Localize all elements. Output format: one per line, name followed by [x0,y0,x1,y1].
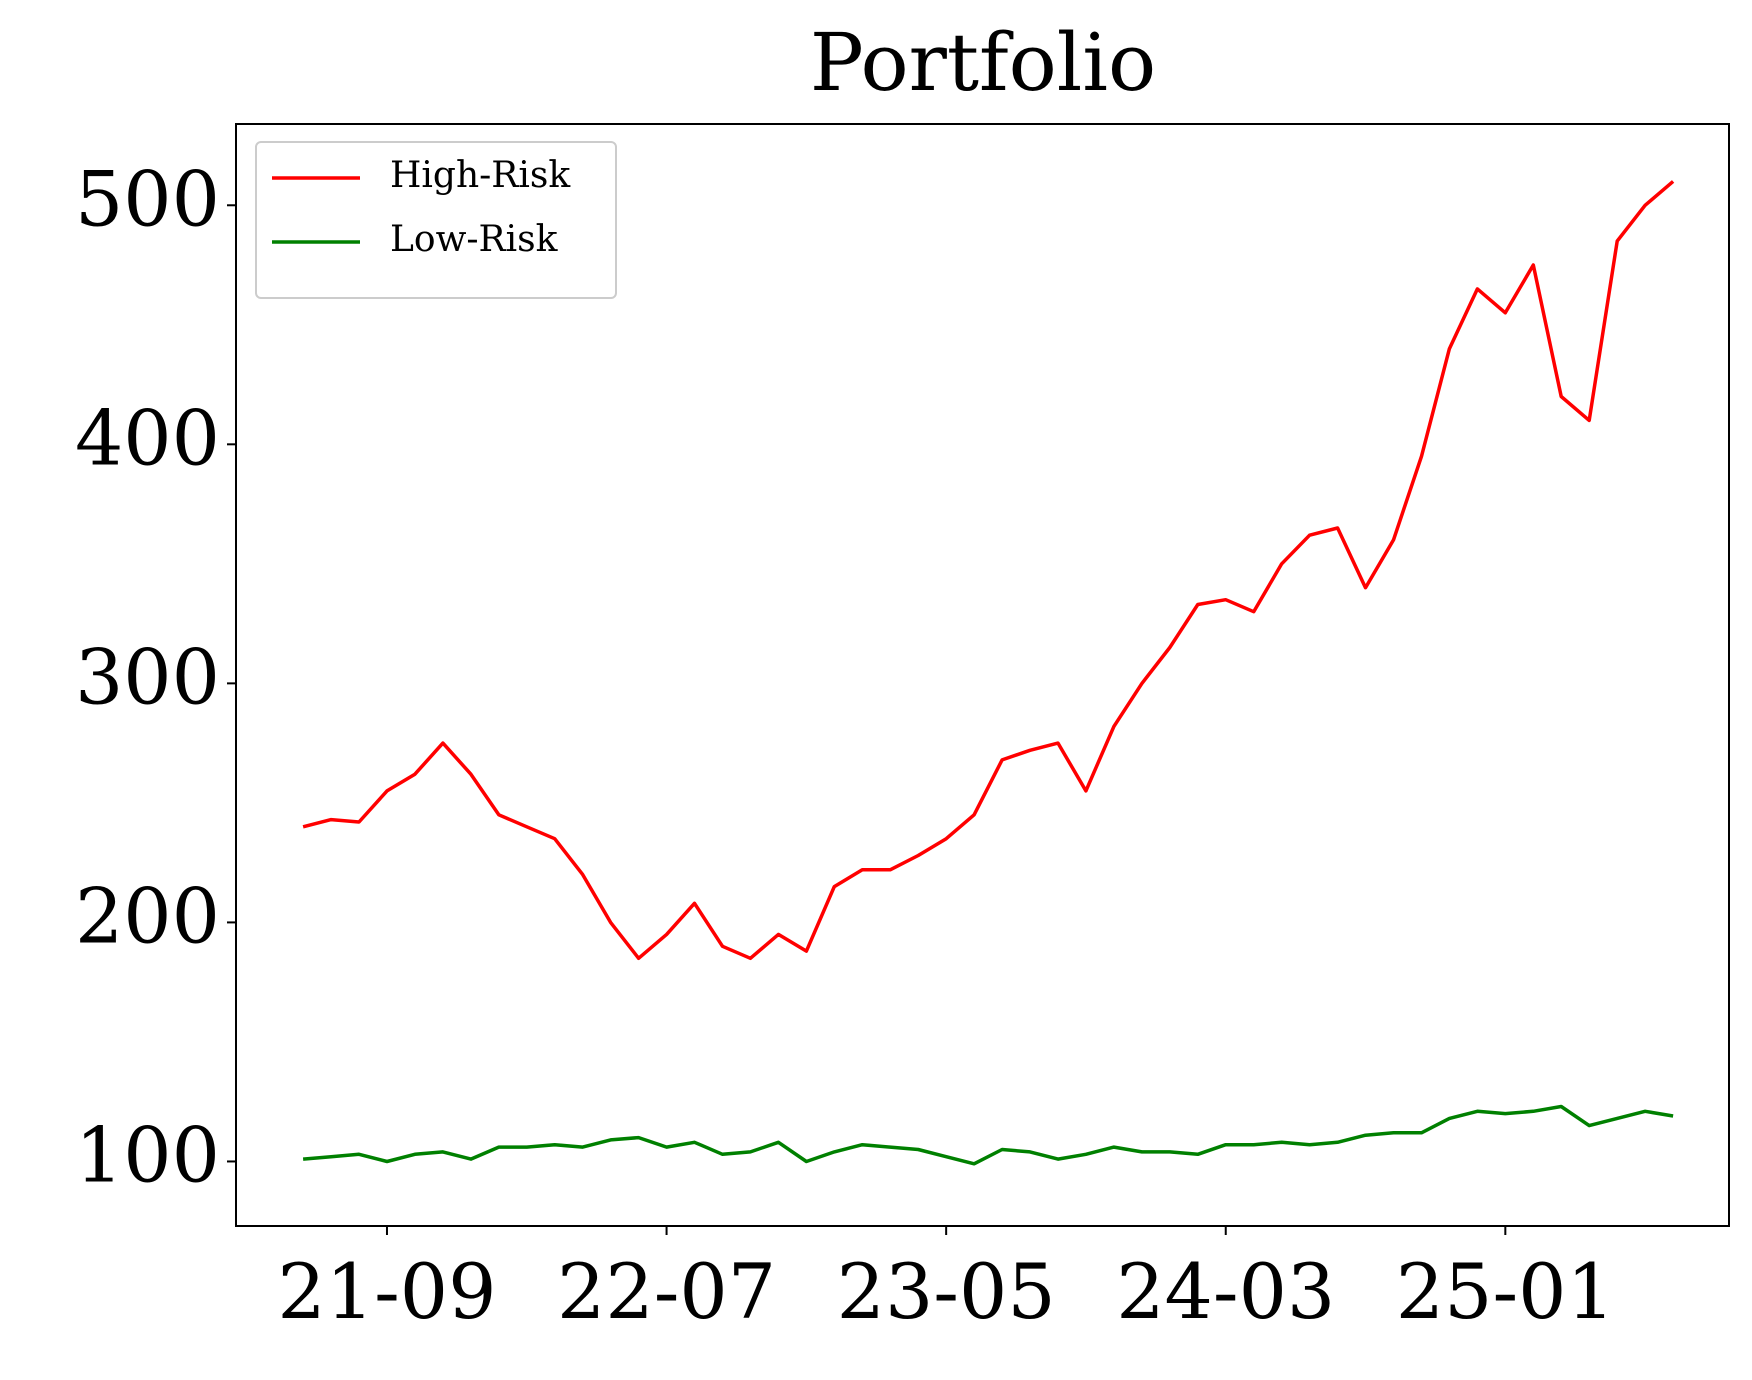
legend-label: Low-Risk [390,219,559,260]
x-tick-label: 21-09 [277,1247,496,1336]
plot-frame [235,123,1730,1227]
y-tick-label: 200 [75,871,220,960]
series-line [302,180,1675,961]
y-tick-label: 400 [75,393,220,482]
x-tick-label: 22-07 [557,1247,776,1336]
chart-title: Portfolio [810,16,1156,109]
legend-label: High-Risk [390,155,571,196]
x-tick-label: 23-05 [837,1247,1056,1336]
x-tick-label: 25-01 [1396,1247,1615,1336]
y-tick-label: 500 [75,154,220,243]
x-tick-label: 24-03 [1116,1247,1335,1336]
y-tick-label: 100 [75,1110,220,1199]
series-line [302,1104,1674,1166]
y-tick-label: 300 [75,632,220,721]
legend-box [255,141,617,299]
